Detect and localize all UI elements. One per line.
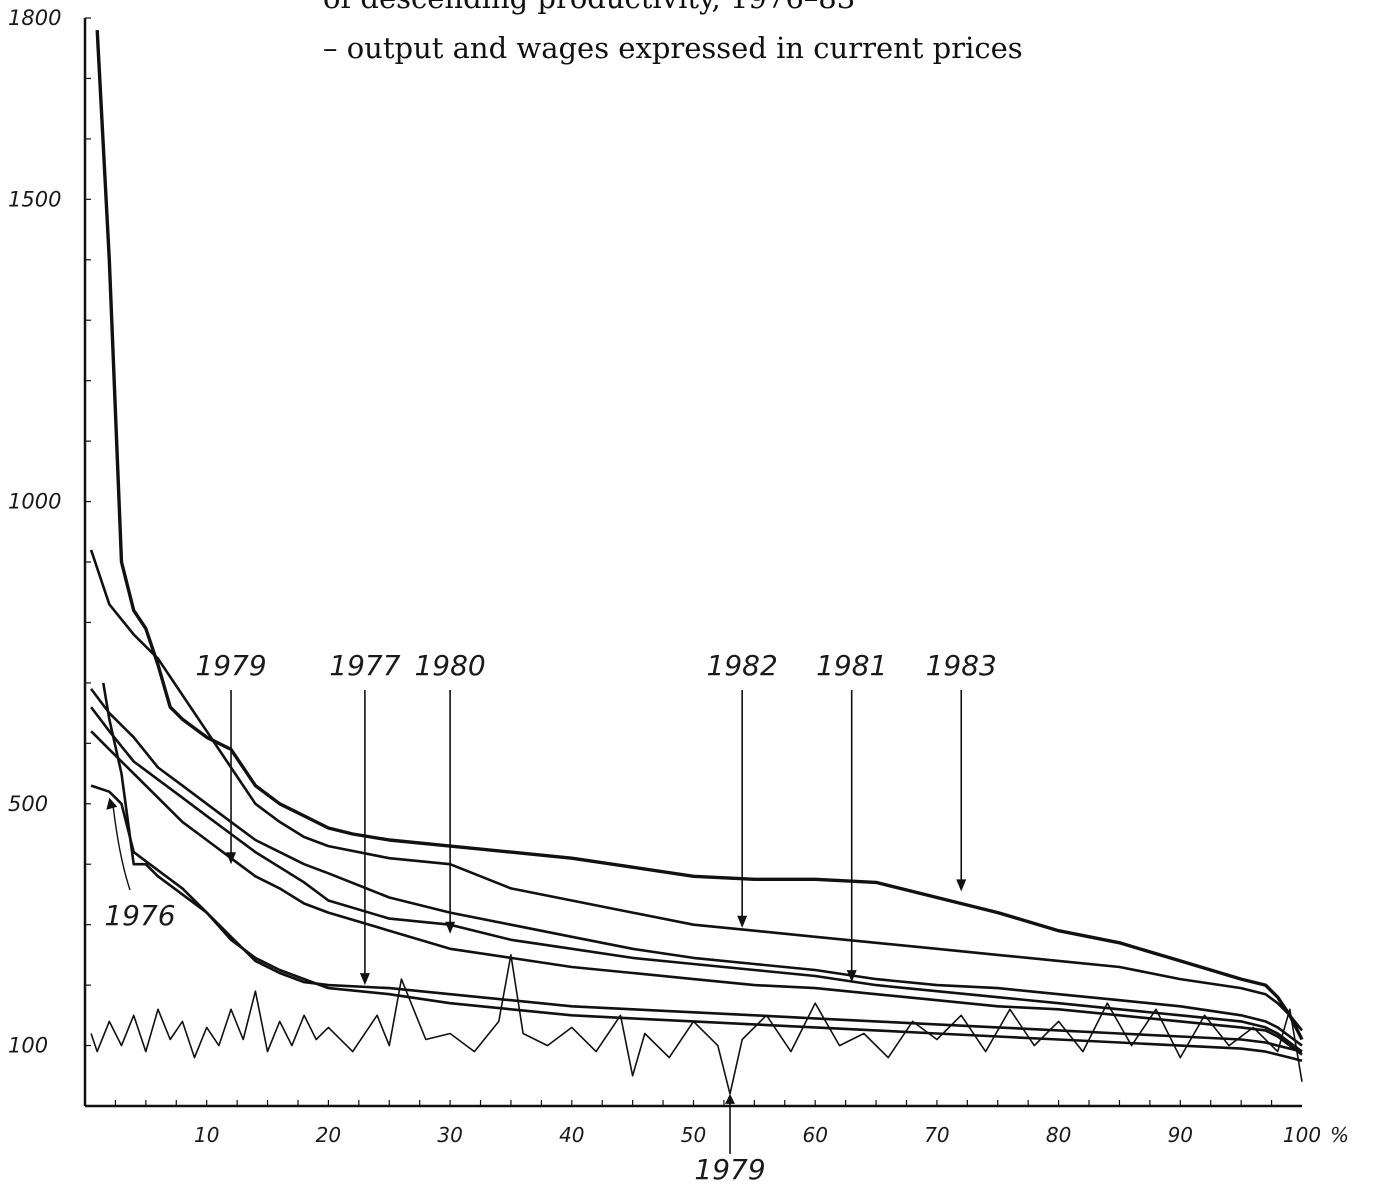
series-line-1981: [90, 688, 1303, 1047]
annotation-arrowhead: [359, 973, 370, 986]
x-tick-label: 20: [316, 1123, 341, 1147]
x-unit-label: %: [1330, 1123, 1349, 1147]
annotation-arrowhead: [956, 879, 967, 892]
annotation-arrowhead: [725, 1093, 736, 1104]
annotation-label: 1980: [414, 649, 485, 682]
series-line-1983: [95, 30, 1304, 1041]
x-tick-label: 10: [194, 1123, 219, 1147]
x-tick-label: 70: [924, 1123, 949, 1147]
annotation-arrow: [112, 807, 131, 891]
series-line-1977: [102, 682, 1303, 1053]
x-tick-label: 80: [1046, 1123, 1071, 1147]
annotation-arrowhead: [226, 852, 237, 865]
series-line-1976: [90, 784, 1303, 1062]
annotation-arrowhead: [106, 797, 118, 810]
series-line-1982: [89, 549, 1304, 1032]
chart-title-line-2: – output and wages expressed in current …: [323, 31, 1023, 65]
series-line-wages: [90, 954, 1303, 1095]
series-line-1979: [90, 730, 1303, 1056]
annotation-label: 1977: [329, 649, 400, 682]
x-tick-label: 100: [1283, 1123, 1321, 1147]
y-tick-label: 1000: [8, 490, 61, 514]
x-tick-label: 90: [1168, 1123, 1193, 1147]
y-tick-label: 1800: [8, 6, 61, 30]
annotation-arrowhead: [846, 970, 857, 983]
y-tick-label: 500: [8, 792, 48, 816]
x-tick-label: 50: [681, 1123, 706, 1147]
chart-annotations: 1979 1977 1980 1982 1981 1983 1976 1979: [104, 649, 997, 1185]
x-tick-label: 30: [437, 1123, 462, 1147]
chart-axes: 100 500 1000 1500 1800 10 20 30 40 50 60 70 80 90 100%: [8, 6, 1349, 1147]
annotation-label: 1981: [816, 649, 887, 682]
series-line-1980: [90, 706, 1303, 1053]
x-tick-label: 60: [802, 1123, 827, 1147]
annotation-label: 1979: [195, 649, 266, 682]
chart-title-line-1: of descending productivity, 1976–83: [323, 0, 855, 15]
y-tick-label: 100: [8, 1034, 48, 1058]
annotation-arrowhead: [737, 915, 748, 928]
x-tick-label: 40: [559, 1123, 584, 1147]
annotation-label: 1983: [926, 649, 997, 682]
annotation-label: 1976: [104, 899, 175, 932]
annotation-label: 1982: [707, 649, 778, 682]
chart-series: [89, 30, 1304, 1095]
annotation-label: 1979: [694, 1153, 765, 1185]
y-tick-label: 1500: [8, 187, 61, 211]
annotation-arrowhead: [445, 921, 456, 934]
